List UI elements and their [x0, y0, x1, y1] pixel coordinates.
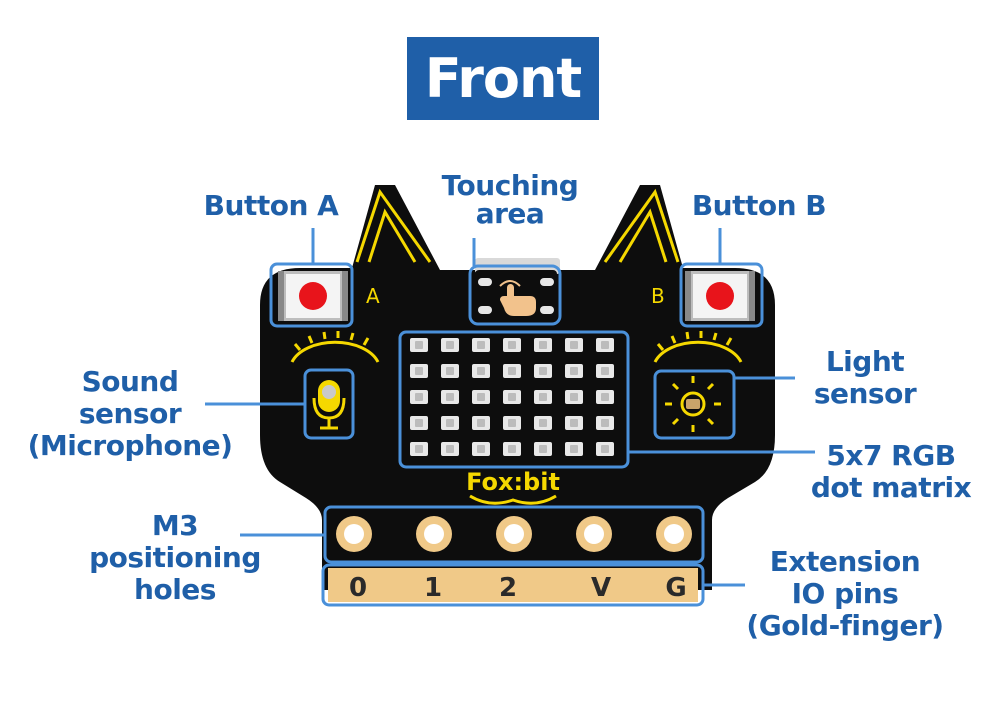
led-matrix [410, 338, 614, 456]
mount-hole [496, 516, 532, 552]
led-pixel [596, 338, 614, 352]
led-pixel [596, 416, 614, 430]
pin-label: V [591, 573, 611, 603]
button-a [278, 271, 348, 321]
led-pixel [503, 364, 521, 378]
label-matrix-line-2: dot matrix [810, 471, 972, 504]
label-pins-line-1: Extension [769, 545, 921, 578]
led-pixel [503, 338, 521, 352]
light-sensor-arc [653, 331, 743, 363]
led-pixel [472, 416, 490, 430]
button-a-letter: A [366, 284, 380, 308]
led-pixel [534, 390, 552, 404]
label-button-b-text: Button B [691, 189, 827, 222]
led-pixel [441, 416, 459, 430]
led-pixel [596, 390, 614, 404]
label-positioning-holes: M3 positioning holes [70, 510, 280, 606]
label-pins-line-3: (Gold-finger) [746, 609, 944, 642]
led-pixel [534, 416, 552, 430]
label-touch-area: Touching area [410, 170, 610, 230]
board-name-text: Fox:bit [466, 468, 560, 496]
left-ear-outline [355, 188, 432, 263]
pin-label: 2 [499, 573, 517, 603]
sun-icon [665, 376, 721, 432]
page-title: Front [424, 47, 582, 110]
label-touch-line-1: Touching [441, 169, 579, 202]
led-pixel [534, 442, 552, 456]
label-button-b: Button B [684, 190, 834, 222]
label-touch-line-2: area [475, 197, 545, 230]
led-pixel [565, 442, 583, 456]
led-pixel [565, 338, 583, 352]
led-pixel [534, 338, 552, 352]
led-pixel [472, 390, 490, 404]
led-pixel [441, 364, 459, 378]
mount-hole [576, 516, 612, 552]
label-sound-line-2: sensor [78, 397, 182, 430]
led-pixel [472, 338, 490, 352]
finger-touch-icon [499, 280, 536, 316]
mount-hole [416, 516, 452, 552]
right-ear-outline [603, 188, 680, 263]
label-light-sensor: Light sensor [790, 346, 940, 410]
label-matrix-line-1: 5x7 RGB [826, 439, 956, 472]
led-pixel [565, 416, 583, 430]
button-b-letter: B [651, 284, 665, 308]
board-name-underline [469, 494, 557, 505]
pin-label: G [665, 573, 686, 603]
label-light-line-2: sensor [813, 377, 917, 410]
callout-box-touch [468, 264, 562, 326]
sound-sensor-arc [290, 331, 380, 363]
label-io-pins: Extension IO pins (Gold-finger) [735, 546, 955, 642]
led-pixel [410, 416, 428, 430]
led-pixel [534, 364, 552, 378]
label-pins-line-2: IO pins [791, 577, 899, 610]
label-light-line-1: Light [825, 345, 905, 378]
mount-hole [656, 516, 692, 552]
led-pixel [410, 338, 428, 352]
label-sound-sensor: Sound sensor (Microphone) [10, 366, 250, 462]
label-holes-line-3: holes [134, 573, 216, 606]
label-sound-line-1: Sound [81, 365, 179, 398]
led-pixel [503, 390, 521, 404]
title-banner: Front [407, 37, 599, 120]
board-body [260, 185, 775, 590]
led-pixel [472, 364, 490, 378]
mount-hole [336, 516, 372, 552]
pin-label: 0 [349, 573, 367, 603]
led-pixel [410, 442, 428, 456]
led-pixel [472, 442, 490, 456]
callout-box-matrix [398, 330, 630, 469]
led-pixel [596, 442, 614, 456]
led-pixel [565, 390, 583, 404]
led-pixel [441, 390, 459, 404]
label-button-a: Button A [196, 190, 346, 222]
label-holes-line-2: positioning [89, 541, 261, 574]
led-pixel [596, 364, 614, 378]
pin-labels: 0 1 2 V G [349, 573, 687, 603]
pin-label: 1 [424, 573, 442, 603]
led-pixel [441, 338, 459, 352]
light-sensor-chip [686, 399, 700, 409]
led-pixel [503, 416, 521, 430]
led-pixel [503, 442, 521, 456]
button-b [685, 271, 755, 321]
label-holes-line-1: M3 [151, 509, 199, 542]
microphone-icon [312, 380, 346, 430]
label-dot-matrix: 5x7 RGB dot matrix [796, 440, 986, 504]
gold-finger-strip [328, 568, 698, 602]
label-button-a-text: Button A [203, 189, 339, 222]
led-pixel [410, 364, 428, 378]
led-pixel [565, 364, 583, 378]
callout-box-light [653, 369, 736, 440]
led-pixel [410, 390, 428, 404]
label-sound-line-3: (Microphone) [27, 429, 233, 462]
mount-holes [336, 516, 692, 552]
led-pixel [441, 442, 459, 456]
